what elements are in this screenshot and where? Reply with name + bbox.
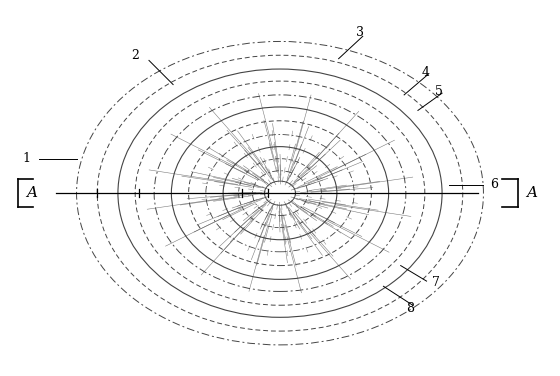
Text: 4: 4: [421, 66, 430, 79]
Text: A: A: [526, 186, 537, 200]
Text: 5: 5: [435, 85, 443, 98]
Text: 8: 8: [406, 302, 414, 315]
Text: A: A: [26, 186, 37, 200]
Text: 1: 1: [22, 152, 30, 165]
Text: 2: 2: [130, 49, 139, 62]
Text: 3: 3: [356, 26, 364, 39]
Text: 6: 6: [491, 178, 498, 191]
Text: 7: 7: [432, 276, 440, 289]
